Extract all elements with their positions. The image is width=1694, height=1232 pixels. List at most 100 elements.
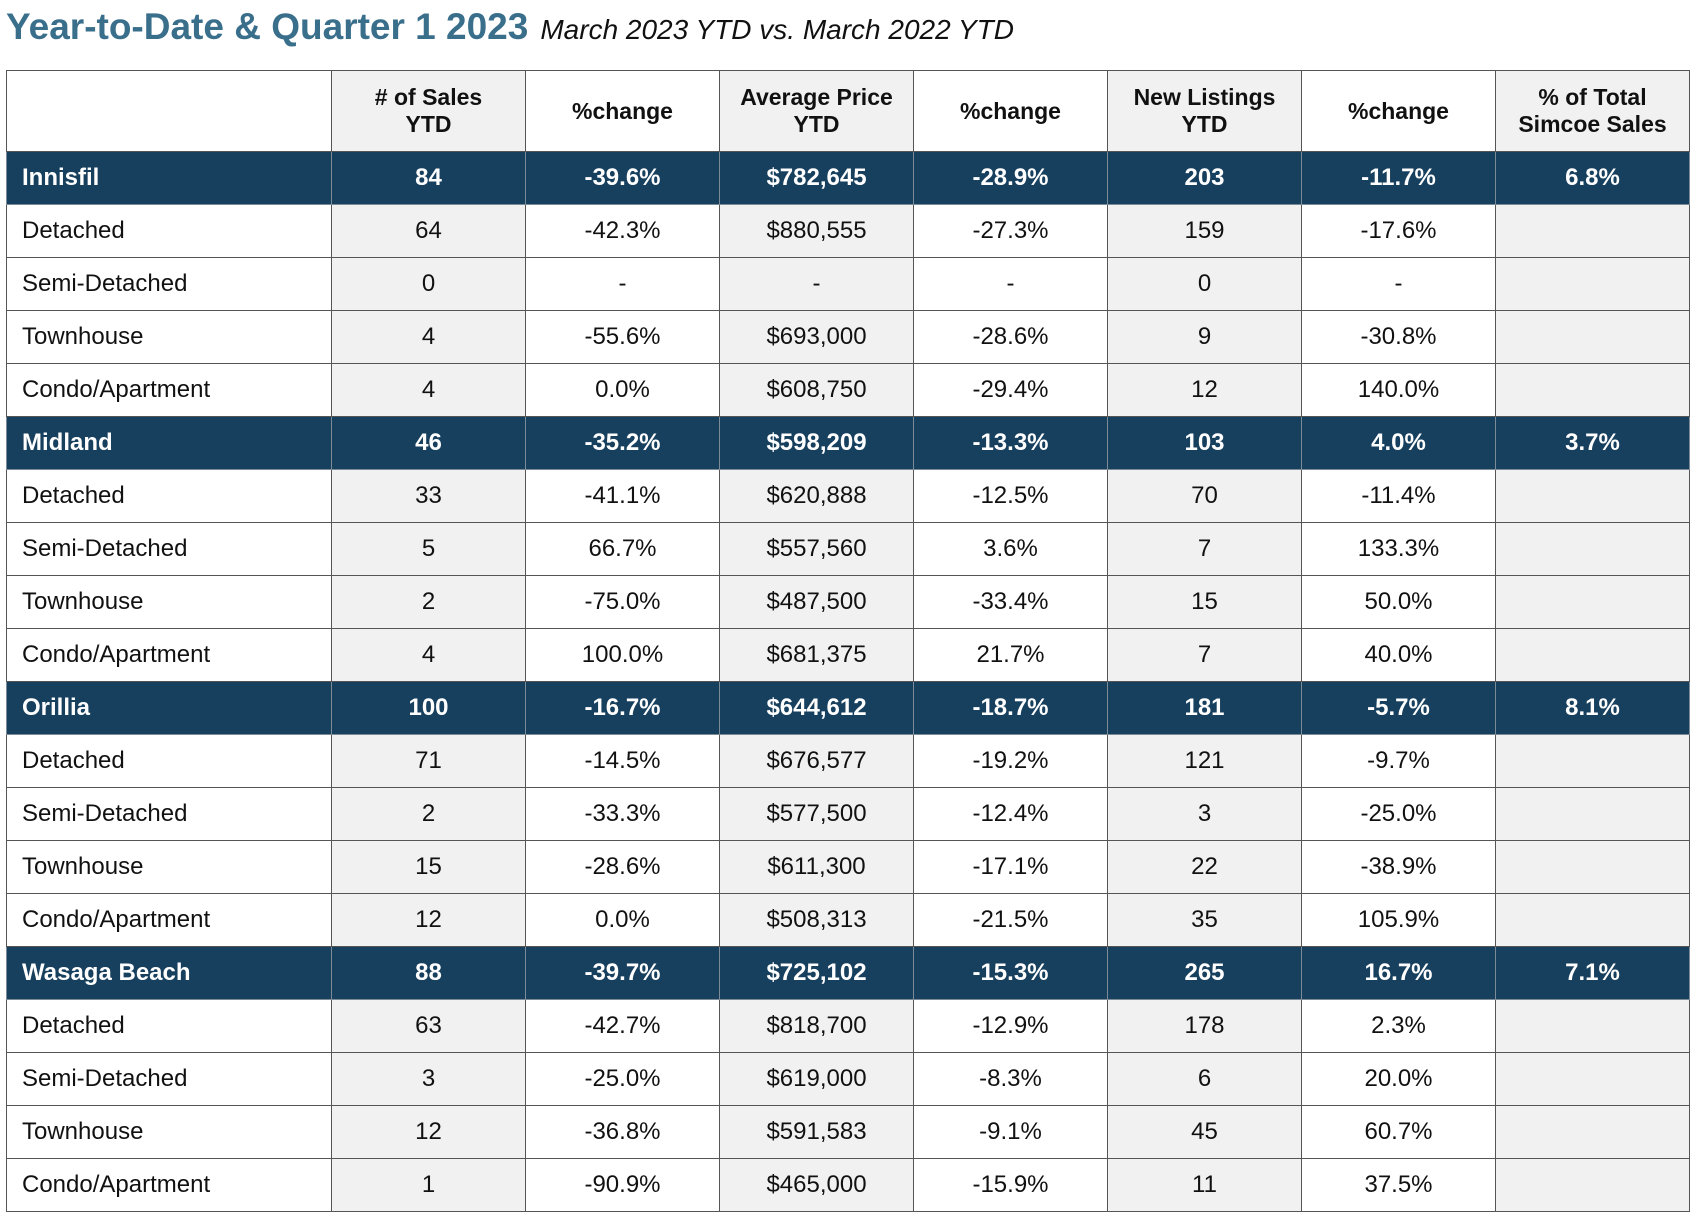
property-type: Condo/Apartment <box>7 1159 332 1212</box>
property-type: Detached <box>7 205 332 258</box>
new-listings-ytd: 3 <box>1108 788 1302 841</box>
property-type: Townhouse <box>7 1106 332 1159</box>
new-listings-ytd: 15 <box>1108 576 1302 629</box>
property-type: Townhouse <box>7 311 332 364</box>
new-listings-ytd: 121 <box>1108 735 1302 788</box>
property-type: Semi-Detached <box>7 1053 332 1106</box>
pct-total-sales <box>1496 1159 1690 1212</box>
listings-change-header: %change <box>1302 71 1496 152</box>
new-listings-ytd: 7 <box>1108 523 1302 576</box>
avg-price-ytd: $611,300 <box>720 841 914 894</box>
listings-change: -38.9% <box>1302 841 1496 894</box>
pct-total-sales <box>1496 1106 1690 1159</box>
avg-price-ytd-header: Average PriceYTD <box>720 71 914 152</box>
pct-total-sales <box>1496 311 1690 364</box>
new-listings-ytd-header: New ListingsYTD <box>1108 71 1302 152</box>
price-change: -27.3% <box>914 205 1108 258</box>
price-change: -8.3% <box>914 1053 1108 1106</box>
price-change: -19.2% <box>914 735 1108 788</box>
price-change: -17.1% <box>914 841 1108 894</box>
price-change: - <box>914 258 1108 311</box>
header-line-1: % of Total <box>1496 84 1689 111</box>
price-change-header: %change <box>914 71 1108 152</box>
title-row: Year-to-Date & Quarter 1 2023 March 2023… <box>6 0 1014 60</box>
property-type: Semi-Detached <box>7 258 332 311</box>
area-summary-row: Orillia100-16.7%$644,612-18.7%181-5.7%8.… <box>7 682 1690 735</box>
header-line-1: New Listings <box>1108 84 1301 111</box>
avg-price-ytd: $681,375 <box>720 629 914 682</box>
table-row: Semi-Detached0---0- <box>7 258 1690 311</box>
table-row: Semi-Detached2-33.3%$577,500-12.4%3-25.0… <box>7 788 1690 841</box>
pct-total-sales <box>1496 788 1690 841</box>
new-listings-ytd: 22 <box>1108 841 1302 894</box>
listings-change: -30.8% <box>1302 311 1496 364</box>
new-listings-ytd: 70 <box>1108 470 1302 523</box>
avg-price-ytd: $577,500 <box>720 788 914 841</box>
sales-change: -39.7% <box>526 947 720 1000</box>
listings-change: 133.3% <box>1302 523 1496 576</box>
price-change: -12.4% <box>914 788 1108 841</box>
price-change: -9.1% <box>914 1106 1108 1159</box>
avg-price-ytd: $619,000 <box>720 1053 914 1106</box>
page-title: Year-to-Date & Quarter 1 2023 <box>6 0 528 54</box>
avg-price-ytd: $557,560 <box>720 523 914 576</box>
sales-change: 100.0% <box>526 629 720 682</box>
sales-ytd: 12 <box>332 894 526 947</box>
sales-change: -28.6% <box>526 841 720 894</box>
avg-price-ytd: $693,000 <box>720 311 914 364</box>
sales-change: -35.2% <box>526 417 720 470</box>
pct-total-sales <box>1496 841 1690 894</box>
listings-change: - <box>1302 258 1496 311</box>
listings-change: -5.7% <box>1302 682 1496 735</box>
listings-change: -11.7% <box>1302 152 1496 205</box>
pct-total-sales <box>1496 205 1690 258</box>
header-line-1: %change <box>914 98 1107 125</box>
price-change: -28.9% <box>914 152 1108 205</box>
listings-change: -25.0% <box>1302 788 1496 841</box>
table-row: Condo/Apartment120.0%$508,313-21.5%35105… <box>7 894 1690 947</box>
price-change: 21.7% <box>914 629 1108 682</box>
header-line-1: Average Price <box>720 84 913 111</box>
price-change: -12.5% <box>914 470 1108 523</box>
sales-ytd: 12 <box>332 1106 526 1159</box>
sales-ytd: 64 <box>332 205 526 258</box>
sales-ytd: 100 <box>332 682 526 735</box>
avg-price-ytd: $818,700 <box>720 1000 914 1053</box>
table-body: Innisfil84-39.6%$782,645-28.9%203-11.7%6… <box>7 152 1690 1212</box>
price-change: -18.7% <box>914 682 1108 735</box>
table-row: Townhouse15-28.6%$611,300-17.1%22-38.9% <box>7 841 1690 894</box>
listings-change: 2.3% <box>1302 1000 1496 1053</box>
new-listings-ytd: 9 <box>1108 311 1302 364</box>
listings-change: 50.0% <box>1302 576 1496 629</box>
sales-ytd: 46 <box>332 417 526 470</box>
new-listings-ytd: 6 <box>1108 1053 1302 1106</box>
price-change: -15.3% <box>914 947 1108 1000</box>
property-type: Detached <box>7 1000 332 1053</box>
avg-price-ytd: $608,750 <box>720 364 914 417</box>
sales-ytd-header: # of SalesYTD <box>332 71 526 152</box>
avg-price-ytd: $598,209 <box>720 417 914 470</box>
pct-total-sales <box>1496 1053 1690 1106</box>
listings-change: 4.0% <box>1302 417 1496 470</box>
table-row: Condo/Apartment4100.0%$681,37521.7%740.0… <box>7 629 1690 682</box>
sales-ytd: 1 <box>332 1159 526 1212</box>
new-listings-ytd: 7 <box>1108 629 1302 682</box>
sales-change: -90.9% <box>526 1159 720 1212</box>
listings-change: -17.6% <box>1302 205 1496 258</box>
avg-price-ytd: $782,645 <box>720 152 914 205</box>
price-change: -15.9% <box>914 1159 1108 1212</box>
price-change: -13.3% <box>914 417 1108 470</box>
blank-header <box>7 71 332 152</box>
pct-total-sales: 7.1% <box>1496 947 1690 1000</box>
property-type: Condo/Apartment <box>7 894 332 947</box>
table-row: Detached71-14.5%$676,577-19.2%121-9.7% <box>7 735 1690 788</box>
avg-price-ytd: $620,888 <box>720 470 914 523</box>
sales-ytd: 63 <box>332 1000 526 1053</box>
price-change: -21.5% <box>914 894 1108 947</box>
price-change: -33.4% <box>914 576 1108 629</box>
area-name: Innisfil <box>7 152 332 205</box>
avg-price-ytd: $465,000 <box>720 1159 914 1212</box>
sales-ytd: 0 <box>332 258 526 311</box>
pct-total-sales <box>1496 523 1690 576</box>
property-type: Semi-Detached <box>7 523 332 576</box>
